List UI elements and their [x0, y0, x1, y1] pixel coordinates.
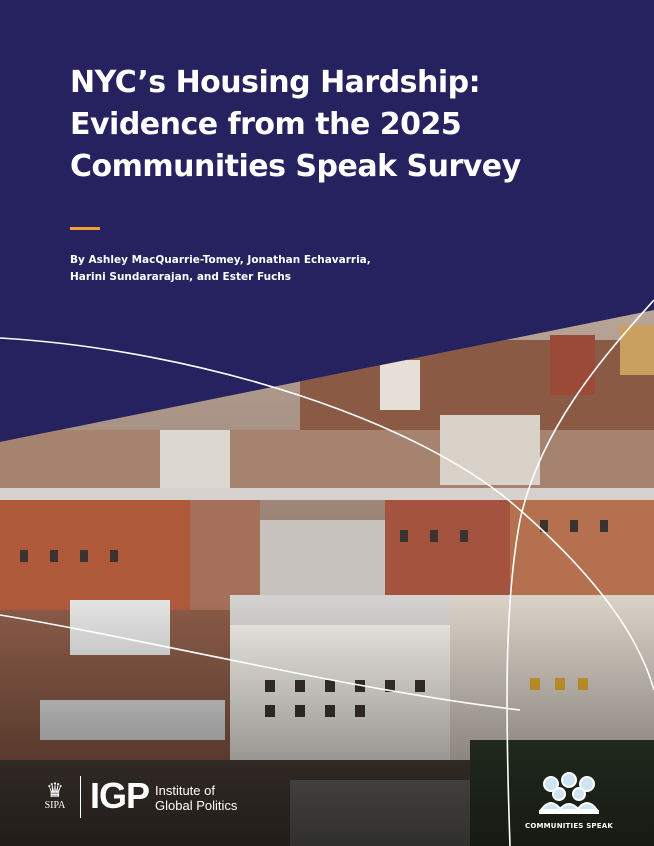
igp-logo: IGP [90, 775, 150, 816]
crown-icon: ♛ [46, 778, 64, 802]
igp-name-line: Institute of [155, 783, 215, 798]
author-byline: By Ashley MacQuarrie-Tomey, Jonathan Ech… [70, 252, 371, 286]
decorative-lines [0, 299, 654, 846]
title-line: Communities Speak Survey [70, 149, 521, 184]
sipa-logo: ♛ SIPA [38, 780, 72, 811]
communities-speak-label: COMMUNITIES SPEAK [524, 822, 613, 830]
report-title: NYC’s Housing Hardship: Evidence from th… [70, 62, 590, 188]
byline-line: Harini Sundararajan, and Ester Fuchs [70, 271, 292, 283]
people-group-icon [539, 772, 599, 814]
igp-name-line: Global Politics [155, 798, 238, 813]
accent-rule [70, 227, 100, 230]
communities-speak-logo: COMMUNITIES SPEAK [514, 770, 624, 830]
title-line: NYC’s Housing Hardship: [70, 65, 481, 100]
igp-name: Institute of Global Politics [155, 783, 237, 813]
byline-line: By Ashley MacQuarrie-Tomey, Jonathan Ech… [70, 254, 371, 266]
sipa-label: SIPA [44, 800, 66, 811]
logo-divider [80, 776, 81, 818]
title-line: Evidence from the 2025 [70, 107, 462, 142]
